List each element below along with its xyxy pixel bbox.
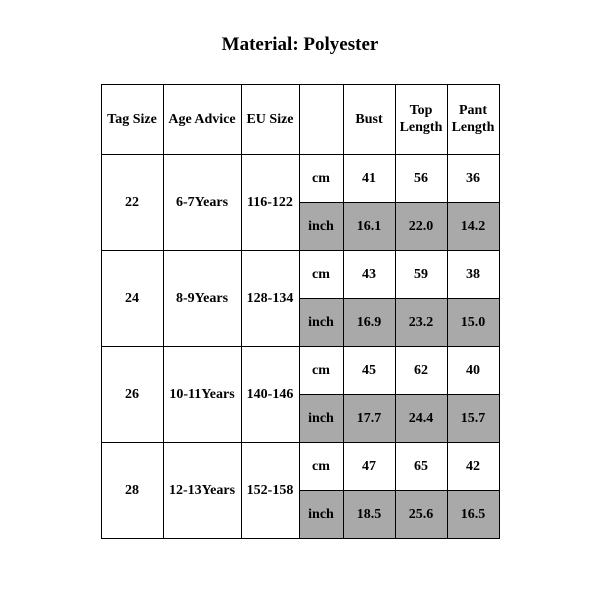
table-row: 24 8-9Years 128-134 cm 43 59 38 — [101, 251, 499, 299]
cell-pant: 16.5 — [447, 491, 499, 539]
cell-unit-inch: inch — [299, 491, 343, 539]
page: Material: Polyester Tag Size Age Advice … — [0, 0, 600, 600]
cell-bust: 41 — [343, 155, 395, 203]
cell-top: 59 — [395, 251, 447, 299]
cell-top: 22.0 — [395, 203, 447, 251]
col-pant-length: Pant Length — [447, 85, 499, 155]
cell-unit-inch: inch — [299, 299, 343, 347]
cell-pant: 14.2 — [447, 203, 499, 251]
col-unit-blank — [299, 85, 343, 155]
cell-pant: 38 — [447, 251, 499, 299]
cell-eu: 152-158 — [241, 443, 299, 539]
col-pant-length-b: Length — [452, 120, 495, 135]
cell-bust: 17.7 — [343, 395, 395, 443]
cell-unit-cm: cm — [299, 155, 343, 203]
cell-top: 24.4 — [395, 395, 447, 443]
cell-tag: 26 — [101, 347, 163, 443]
cell-unit-cm: cm — [299, 251, 343, 299]
cell-unit-inch: inch — [299, 203, 343, 251]
col-pant-length-a: Pant — [459, 103, 487, 118]
cell-pant: 15.7 — [447, 395, 499, 443]
table-row: 26 10-11Years 140-146 cm 45 62 40 — [101, 347, 499, 395]
table-body: 22 6-7Years 116-122 cm 41 56 36 inch 16.… — [101, 155, 499, 539]
cell-bust: 16.9 — [343, 299, 395, 347]
cell-bust: 43 — [343, 251, 395, 299]
col-eu-size: EU Size — [241, 85, 299, 155]
cell-age: 10-11Years — [163, 347, 241, 443]
cell-bust: 47 — [343, 443, 395, 491]
table-row: 28 12-13Years 152-158 cm 47 65 42 — [101, 443, 499, 491]
cell-top: 56 — [395, 155, 447, 203]
cell-age: 12-13Years — [163, 443, 241, 539]
cell-eu: 140-146 — [241, 347, 299, 443]
cell-top: 25.6 — [395, 491, 447, 539]
cell-bust: 45 — [343, 347, 395, 395]
table-header-row: Tag Size Age Advice EU Size Bust Top Len… — [101, 85, 499, 155]
cell-unit-inch: inch — [299, 395, 343, 443]
cell-top: 23.2 — [395, 299, 447, 347]
col-top-length: Top Length — [395, 85, 447, 155]
table-row: 22 6-7Years 116-122 cm 41 56 36 — [101, 155, 499, 203]
size-table: Tag Size Age Advice EU Size Bust Top Len… — [101, 84, 500, 539]
cell-tag: 22 — [101, 155, 163, 251]
cell-tag: 28 — [101, 443, 163, 539]
col-top-length-a: Top — [410, 103, 433, 118]
col-bust: Bust — [343, 85, 395, 155]
cell-age: 8-9Years — [163, 251, 241, 347]
cell-top: 65 — [395, 443, 447, 491]
cell-tag: 24 — [101, 251, 163, 347]
cell-eu: 116-122 — [241, 155, 299, 251]
cell-pant: 15.0 — [447, 299, 499, 347]
cell-eu: 128-134 — [241, 251, 299, 347]
cell-unit-cm: cm — [299, 443, 343, 491]
cell-pant: 36 — [447, 155, 499, 203]
cell-unit-cm: cm — [299, 347, 343, 395]
cell-bust: 18.5 — [343, 491, 395, 539]
cell-pant: 42 — [447, 443, 499, 491]
cell-pant: 40 — [447, 347, 499, 395]
page-title: Material: Polyester — [0, 34, 600, 56]
cell-top: 62 — [395, 347, 447, 395]
col-tag-size: Tag Size — [101, 85, 163, 155]
cell-age: 6-7Years — [163, 155, 241, 251]
col-age-advice: Age Advice — [163, 85, 241, 155]
col-top-length-b: Length — [400, 120, 443, 135]
cell-bust: 16.1 — [343, 203, 395, 251]
